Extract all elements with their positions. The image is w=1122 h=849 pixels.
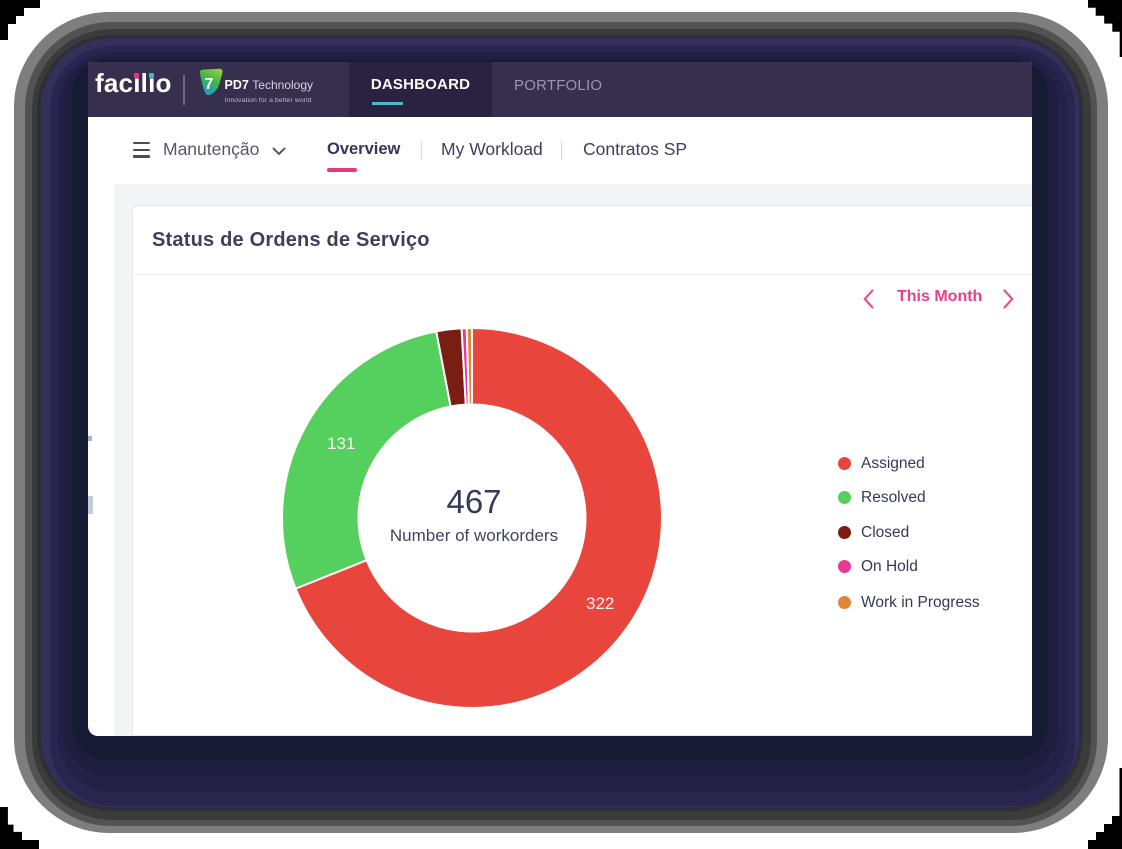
svg-text:7: 7 — [205, 76, 214, 93]
